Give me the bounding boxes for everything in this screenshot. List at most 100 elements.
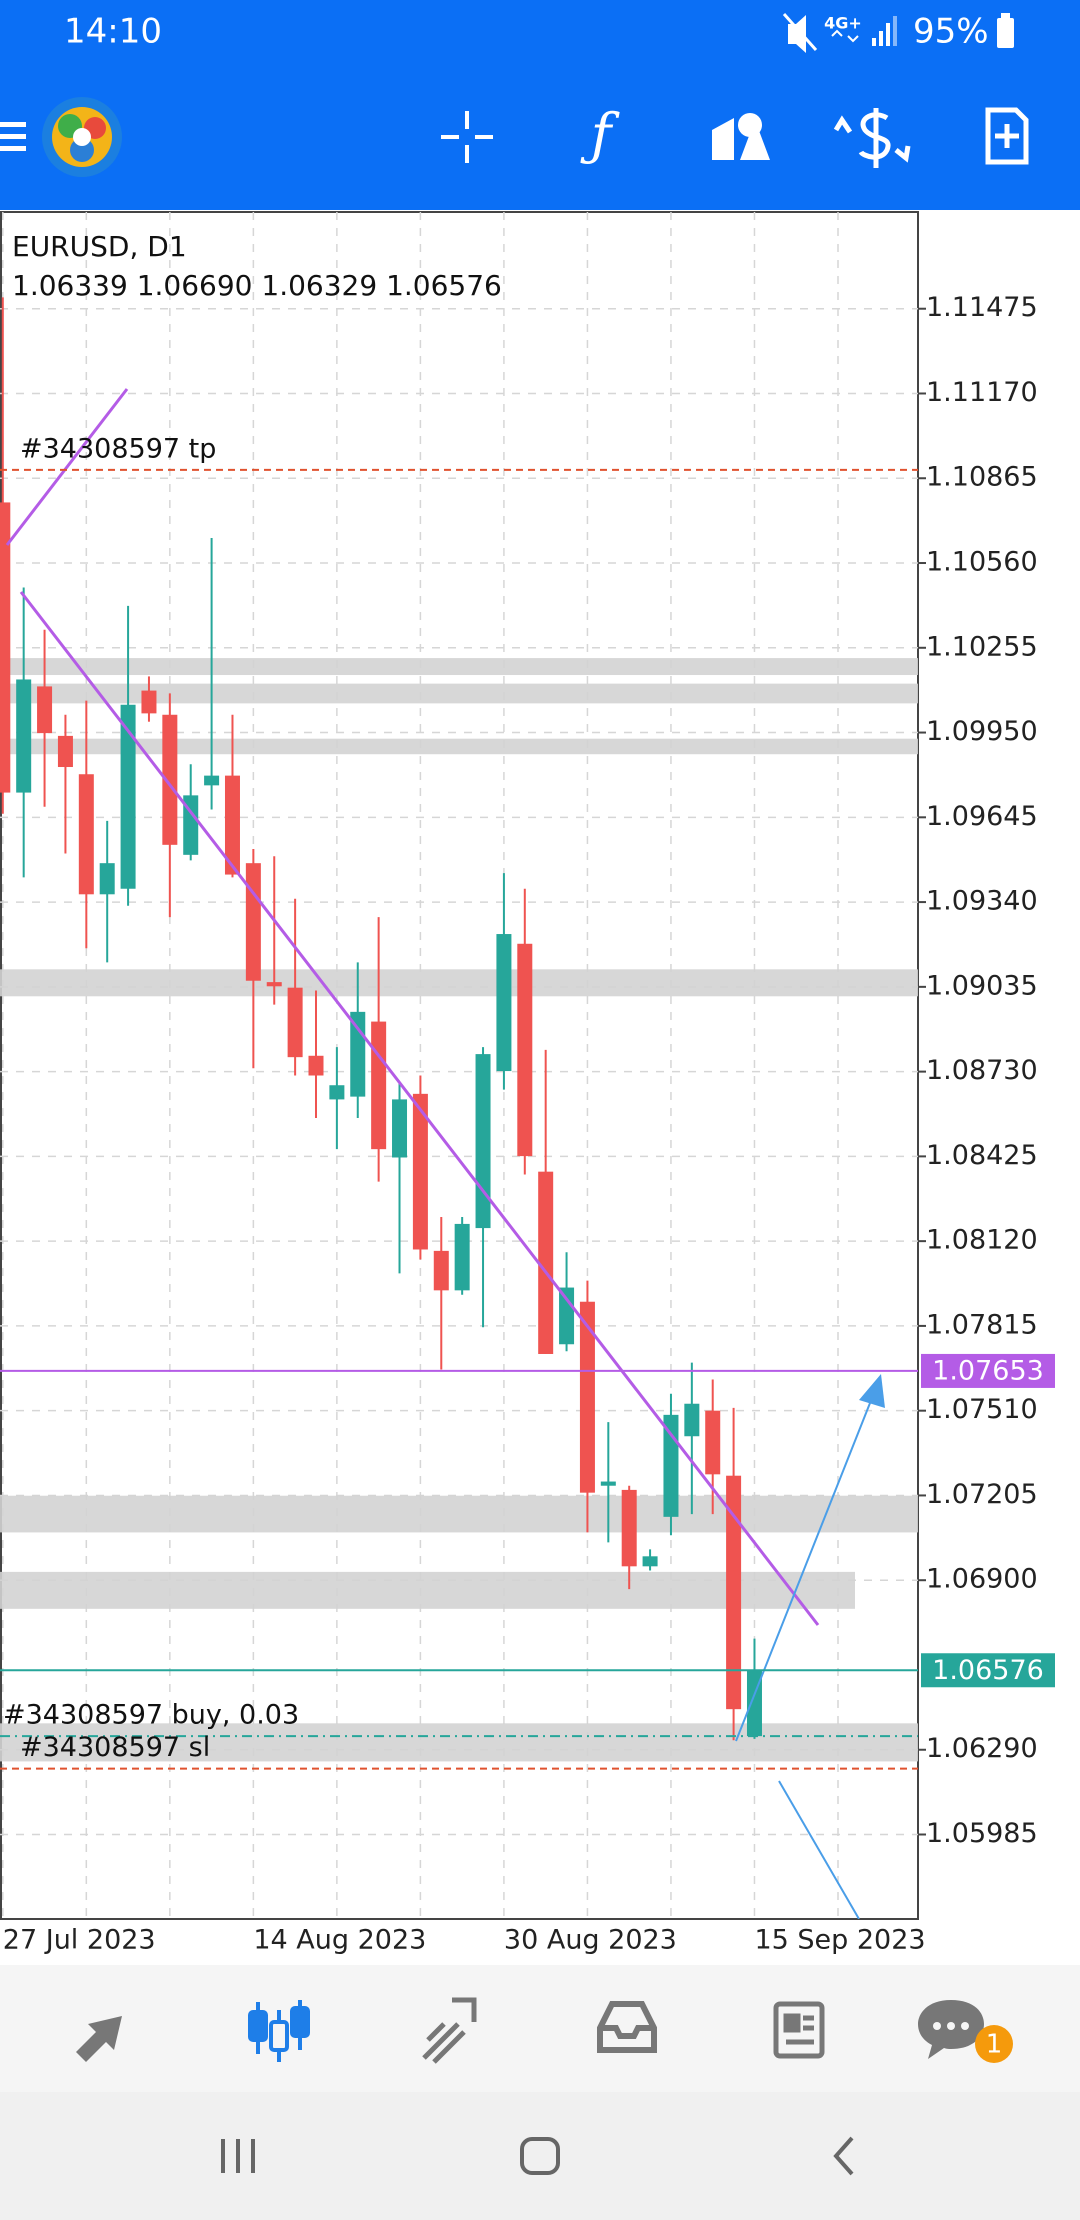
menu-button[interactable] xyxy=(0,122,26,151)
y-tick-label: 1.06900 xyxy=(926,1564,1038,1595)
y-tick-label: 1.08425 xyxy=(926,1140,1038,1171)
y-tick-label: 1.08730 xyxy=(926,1055,1038,1086)
price-tag xyxy=(921,1653,1055,1688)
candle-body xyxy=(642,1556,658,1567)
candle-body xyxy=(224,775,240,875)
y-tick-label: 1.07510 xyxy=(926,1394,1038,1425)
zone xyxy=(0,1723,918,1762)
candle-body xyxy=(705,1410,721,1475)
candle-body xyxy=(204,775,220,786)
candle-body xyxy=(183,795,199,855)
trend-line xyxy=(19,591,820,1626)
y-tick-label: 1.09035 xyxy=(926,970,1038,1001)
candle-body xyxy=(579,1301,595,1493)
trade-tab[interactable] xyxy=(422,1997,477,2064)
candle-body xyxy=(245,863,261,981)
candle-body xyxy=(475,1054,491,1229)
y-tick-label: 1.06290 xyxy=(926,1733,1038,1764)
x-tick-label: 15 Sep 2023 xyxy=(754,1925,925,1956)
candle-body xyxy=(433,1250,449,1291)
system-nav xyxy=(0,2092,1080,2220)
history-tab[interactable] xyxy=(597,2001,657,2053)
new-order-button[interactable] xyxy=(985,107,1029,165)
candle-body xyxy=(726,1475,742,1710)
candle-body xyxy=(454,1223,470,1291)
symbol-title: EURUSD, D1 xyxy=(12,230,187,263)
clock: 14:10 xyxy=(64,12,162,52)
back-button[interactable] xyxy=(833,2136,854,2176)
app-bar xyxy=(0,0,1080,210)
y-tick-label: 1.08120 xyxy=(926,1225,1038,1256)
candle-body xyxy=(663,1414,679,1517)
order-label: #34308597 buy, 0.03 xyxy=(3,1700,299,1731)
candle-body xyxy=(329,1085,345,1100)
price-tag xyxy=(921,1353,1055,1388)
price-tag-label: 1.07653 xyxy=(932,1355,1044,1386)
candle-body xyxy=(496,934,512,1072)
candle-body xyxy=(538,1171,554,1354)
candle-body xyxy=(308,1055,324,1076)
candle-body xyxy=(412,1093,428,1250)
candle-body xyxy=(600,1481,616,1486)
bottom-nav xyxy=(0,1965,1080,2092)
y-tick-label: 1.11170 xyxy=(926,377,1038,408)
badge-count: 1 xyxy=(986,2030,1003,2060)
candle-body xyxy=(517,943,533,1157)
data-arrows xyxy=(831,29,859,43)
price-tag-label: 1.06576 xyxy=(932,1655,1044,1686)
order-label: #34308597 sl xyxy=(20,1732,210,1763)
ohlc: 1.06339 1.06690 1.06329 1.06576 xyxy=(12,269,502,302)
arrow-line xyxy=(735,1397,873,1742)
trade-button[interactable] xyxy=(833,108,911,168)
candle-body xyxy=(392,1099,408,1158)
badge xyxy=(975,2025,1013,2063)
y-tick-label: 1.05985 xyxy=(926,1818,1038,1849)
plot-frame xyxy=(0,211,919,1920)
y-tick-label: 1.10255 xyxy=(926,631,1038,662)
zone xyxy=(0,969,918,997)
zone xyxy=(0,683,918,704)
candle-body xyxy=(0,502,11,793)
network: 4G+ xyxy=(824,14,862,33)
candle-body xyxy=(78,774,94,895)
candle-body xyxy=(57,735,73,768)
home-button[interactable] xyxy=(520,2137,560,2175)
candle-body xyxy=(99,863,115,895)
y-tick-label: 1.10865 xyxy=(926,462,1038,493)
candle-body xyxy=(37,686,53,734)
zone xyxy=(0,1571,855,1609)
signal-icon xyxy=(872,16,897,46)
zone xyxy=(0,1495,918,1533)
candle-body xyxy=(684,1403,700,1437)
candles xyxy=(0,297,762,1741)
mute-icon xyxy=(782,13,818,53)
x-tick-label: 27 Jul 2023 xyxy=(3,1925,156,1956)
news-tab[interactable] xyxy=(773,2001,825,2059)
zones xyxy=(0,658,918,1762)
candle-body xyxy=(266,982,282,987)
order-label: #34308597 tp xyxy=(20,433,216,464)
y-tick-label: 1.09950 xyxy=(926,716,1038,747)
drawings xyxy=(5,388,885,1919)
y-tick-label: 1.07815 xyxy=(926,1309,1038,1340)
candle-body xyxy=(350,1011,366,1097)
app-logo[interactable] xyxy=(42,97,122,177)
objects-button[interactable] xyxy=(712,113,770,160)
battery-icon xyxy=(997,13,1014,48)
candle-body xyxy=(141,690,157,714)
candle-body xyxy=(16,679,32,793)
candle-body xyxy=(120,704,136,889)
zone xyxy=(0,658,918,676)
candle-body xyxy=(621,1489,637,1567)
price-axis: 1.11475 1.11170 1.10865 1.10560 1.10255 1.099… xyxy=(3,292,1038,1955)
quotes-tab[interactable] xyxy=(76,2016,122,2062)
arrow-line xyxy=(778,1780,860,1919)
candle-body xyxy=(371,1021,387,1150)
chat-tab[interactable] xyxy=(918,2000,984,2059)
recents-button[interactable] xyxy=(221,2139,255,2173)
y-tick-label: 1.10560 xyxy=(926,547,1038,578)
chart-tab[interactable] xyxy=(248,2000,310,2062)
zone xyxy=(0,738,918,755)
crosshair-button[interactable] xyxy=(441,111,493,163)
y-tick-label: 1.07205 xyxy=(926,1479,1038,1510)
